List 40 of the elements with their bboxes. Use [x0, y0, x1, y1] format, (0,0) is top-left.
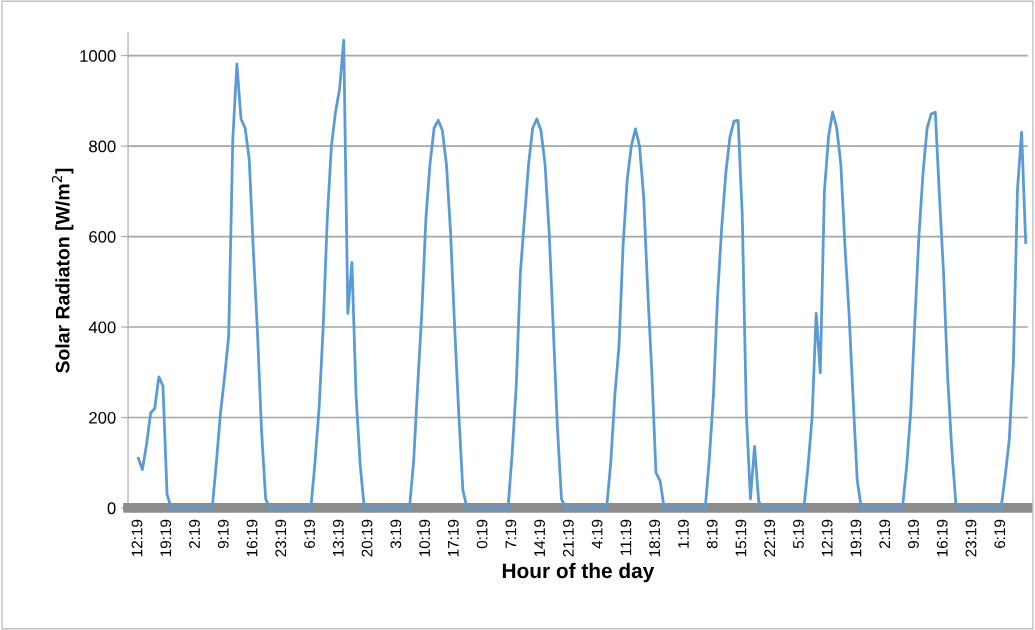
x-tick-label: 7:19: [505, 519, 517, 549]
line-series: [136, 38, 1028, 510]
y-tick-label: 600: [89, 230, 116, 243]
x-tick-label: 11:19: [620, 519, 632, 556]
x-tick-label: 3:19: [390, 519, 402, 549]
y-tick-label: 800: [89, 140, 116, 153]
x-tick-label: 17:19: [447, 519, 459, 557]
x-tick-label: 12:19: [131, 519, 143, 557]
x-tick-label: 8:19: [706, 519, 718, 549]
x-tick-label: 0:19: [476, 519, 488, 549]
y-tick-label: 1000: [80, 50, 116, 62]
x-tick-label: 21:19: [562, 519, 574, 557]
x-tick-label: 12:19: [821, 519, 833, 557]
x-tick-label: 18:19: [649, 519, 661, 557]
y-axis-title: Solar Radiaton [W/m$^{2}$]: [51, 168, 74, 373]
x-tick-label: 9:19: [217, 519, 229, 549]
x-tick-label: 6:19: [994, 519, 1006, 549]
x-tick-label: 16:19: [936, 519, 948, 557]
x-tick-label: 19:19: [160, 519, 172, 557]
x-tick-label: 2:19: [189, 519, 200, 549]
x-tick-label: 15:19: [735, 519, 747, 557]
x-tick-label: 13:19: [332, 519, 344, 557]
y-tick-label: 400: [88, 321, 116, 334]
x-axis-title: Hour of the day: [502, 562, 655, 583]
x-tick-label: 16:19: [246, 519, 258, 557]
x-tick-label: 1:19: [677, 519, 689, 548]
x-tick-label: 4:19: [591, 519, 603, 549]
x-tick-label: 2:19: [879, 519, 891, 549]
x-tick-label: 9:19: [908, 519, 919, 549]
x-tick-label: 6:19: [304, 519, 315, 549]
x-tick-label: 14:19: [534, 519, 546, 557]
x-tick-label: 10:19: [419, 519, 430, 557]
x-tick-label: 5:19: [793, 519, 804, 549]
x-tick-label: 19:19: [850, 519, 862, 557]
y-tick-label: 200: [89, 411, 116, 424]
x-tick-label: 22:19: [764, 519, 776, 557]
x-tick-label: 23:19: [275, 519, 287, 557]
x-tick-label: 20:19: [361, 519, 373, 557]
y-tick-label: 0: [107, 502, 116, 515]
x-tick-label: 23:19: [965, 519, 977, 557]
